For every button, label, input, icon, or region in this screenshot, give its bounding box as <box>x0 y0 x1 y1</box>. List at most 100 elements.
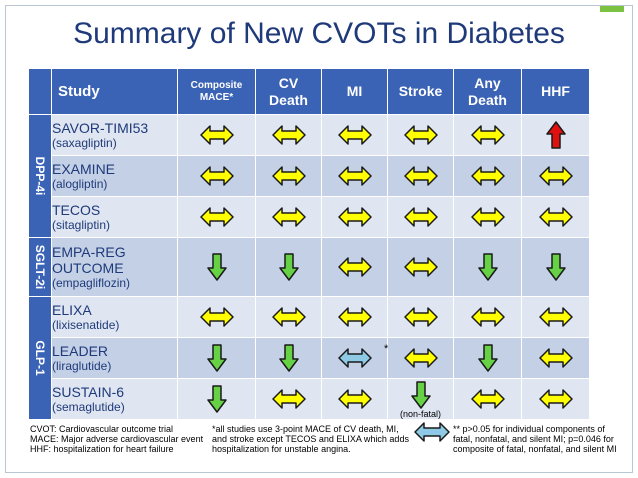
down-arrow-icon <box>278 253 299 281</box>
table-row: EXAMINE (alogliptin) <box>29 155 590 197</box>
study-drug: (saxagliptin) <box>52 136 117 150</box>
bidirectional-arrow-icon <box>337 389 372 409</box>
result-cell <box>521 155 590 197</box>
header-col-line1: CV <box>278 74 299 91</box>
result-cell <box>387 114 454 156</box>
slide-title: Summary of New CVOTs in Diabetes <box>73 17 565 50</box>
result-cell <box>387 337 454 379</box>
result-cell <box>453 237 522 297</box>
study-drug: (liraglutide) <box>52 359 112 373</box>
study-cell: TECOS (sitagliptin) <box>51 196 178 238</box>
result-cell <box>521 237 590 297</box>
down-arrow-icon <box>477 344 498 372</box>
bidirectional-arrow-icon <box>403 348 438 368</box>
bidirectional-arrow-icon <box>271 389 306 409</box>
result-cell <box>387 237 454 297</box>
study-cell: ELIXA (lixisenatide) <box>51 296 178 338</box>
result-cell <box>255 155 322 197</box>
footnote-line: ** p>0.05 for individual components of <box>453 424 605 434</box>
result-cell <box>321 296 388 338</box>
study-name: TECOS <box>52 202 101 218</box>
up-arrow-icon <box>545 121 566 149</box>
down-arrow-icon <box>206 253 227 281</box>
result-cell <box>453 337 522 379</box>
result-cell <box>453 114 522 156</box>
bidirectional-arrow-icon <box>538 166 573 186</box>
bidirectional-arrow-icon <box>470 166 505 186</box>
result-cell <box>453 155 522 197</box>
study-drug: (lixisenatide) <box>52 318 120 332</box>
study-cell: LEADER (liraglutide) <box>51 337 178 379</box>
result-cell <box>255 114 322 156</box>
result-cell <box>321 237 388 297</box>
result-cell <box>387 155 454 197</box>
bidirectional-arrow-icon <box>271 125 306 145</box>
header-mi: MI <box>321 68 388 115</box>
bidirectional-arrow-icon <box>403 125 438 145</box>
study-name: LEADER <box>52 343 109 359</box>
study-name: SAVOR-TIMI53 <box>52 120 149 136</box>
bidirectional-arrow-blue-icon <box>337 348 372 368</box>
result-cell <box>321 196 388 238</box>
study-drug: (alogliptin) <box>52 177 108 191</box>
footnote-mace: *all studies use 3-point MACE of CV deat… <box>212 424 412 454</box>
bidirectional-arrow-icon <box>271 207 306 227</box>
result-cell <box>521 378 590 420</box>
result-cell <box>255 196 322 238</box>
bidirectional-arrow-icon <box>271 307 306 327</box>
result-cell <box>177 155 256 197</box>
bidirectional-arrow-icon <box>337 166 372 186</box>
bidirectional-arrow-icon <box>403 307 438 327</box>
result-cell <box>521 296 590 338</box>
footnote-abbreviations: CVOT: Cardiovascular outcome trial MACE:… <box>30 424 210 454</box>
down-arrow-icon <box>410 381 431 409</box>
down-arrow-icon <box>278 344 299 372</box>
bidirectional-arrow-icon <box>538 348 573 368</box>
header-row: Study Composite MACE* CV Death MI Stroke… <box>28 68 590 115</box>
footnote-line: and stroke except TECOS and ELIXA which … <box>212 434 409 444</box>
group-label-sglt2: SGLT-2i <box>28 237 52 297</box>
down-arrow-icon <box>545 253 566 281</box>
result-cell <box>521 114 590 156</box>
table-row: DPP-4i SAVOR-TIMI53 (saxagliptin) <box>28 114 590 238</box>
non-fatal-note: (non-fatal) <box>399 409 442 419</box>
header-stroke: Stroke <box>387 68 454 115</box>
down-arrow-icon <box>477 253 498 281</box>
bidirectional-arrow-icon <box>538 389 573 409</box>
footnote-line: composite of fatal, nonfatal, and silent… <box>453 444 617 454</box>
study-name: EXAMINE <box>52 161 116 177</box>
result-cell <box>521 196 590 238</box>
header-study: Study <box>51 68 178 115</box>
table-row: LEADER(liraglutide) ** <box>29 337 590 379</box>
bidirectional-arrow-icon <box>470 307 505 327</box>
header-col-line2: MACE* <box>199 91 234 103</box>
footnote-line: CVOT: Cardiovascular outcome trial <box>30 424 174 434</box>
result-cell <box>255 378 322 420</box>
study-drug: (semaglutide) <box>52 400 125 414</box>
header-col-line1: Composite <box>190 79 243 91</box>
study-cell: SAVOR-TIMI53 (saxagliptin) <box>51 114 178 156</box>
result-cell <box>387 196 454 238</box>
footnote-line: fatal, nonfatal, and silent MI; p=0.046 … <box>453 434 614 444</box>
bidirectional-arrow-icon <box>199 166 234 186</box>
top-accent-bar <box>600 6 624 12</box>
bidirectional-arrow-icon <box>337 257 372 277</box>
result-cell: (non-fatal) <box>387 378 454 420</box>
result-cell <box>255 237 322 297</box>
result-cell <box>387 296 454 338</box>
bidirectional-arrow-icon <box>470 207 505 227</box>
result-cell <box>321 114 388 156</box>
header-col-line1: Any <box>474 74 501 91</box>
header-col-line2: Death <box>468 91 507 108</box>
group-label-text: SGLT-2i <box>33 244 47 290</box>
result-cell <box>255 296 322 338</box>
footnote-line: *all studies use 3-point MACE of CV deat… <box>212 424 399 434</box>
study-name: EMPA-REG OUTCOME <box>52 244 126 276</box>
bidirectional-arrow-icon <box>337 207 372 227</box>
bidirectional-arrow-icon <box>199 125 234 145</box>
bidirectional-arrow-icon <box>403 207 438 227</box>
result-cell <box>453 296 522 338</box>
group-label-dpp4: DPP-4i <box>28 114 52 238</box>
header-cv-death: CV Death <box>255 68 322 115</box>
bidirectional-arrow-icon <box>271 166 306 186</box>
